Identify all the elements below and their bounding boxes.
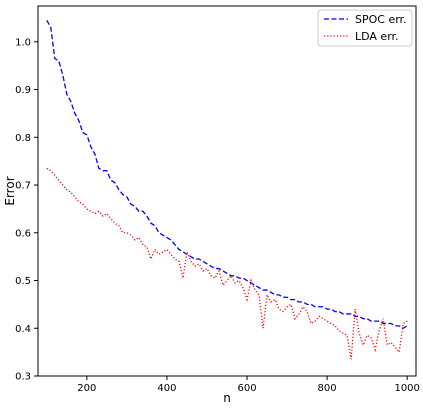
axis-layer: 200 400 600 800 1000 0.3 0.4 0.5 0.6 0.7 0.8 0.9 1.0	[15, 37, 420, 394]
x-axis-label: n	[223, 391, 231, 405]
y-tick-label: 1.0	[15, 37, 31, 48]
x-tick-label: 200	[77, 383, 96, 394]
series-layer	[46, 20, 408, 360]
x-tick-label: 400	[157, 383, 176, 394]
y-tick-label: 0.9	[15, 85, 31, 96]
spoc-error-line	[46, 20, 408, 330]
y-tick-label: 0.7	[15, 181, 31, 192]
legend-label-lda: LDA err.	[355, 30, 399, 43]
plot-area	[38, 6, 416, 376]
legend: SPOC err. LDA err.	[317, 9, 413, 47]
plot-frame	[37, 5, 417, 377]
y-axis-label: Error	[3, 176, 17, 205]
x-tick-label: 1000	[394, 383, 419, 394]
x-tick-label: 600	[237, 383, 256, 394]
y-tick-label: 0.3	[15, 372, 31, 383]
y-tick-label: 0.6	[15, 228, 31, 239]
x-tick-label: 800	[318, 383, 337, 394]
y-tick-label: 0.4	[15, 324, 31, 335]
y-tick-label: 0.5	[15, 276, 31, 287]
legend-label-spoc: SPOC err.	[355, 13, 407, 26]
y-tick-label: 0.8	[15, 133, 31, 144]
